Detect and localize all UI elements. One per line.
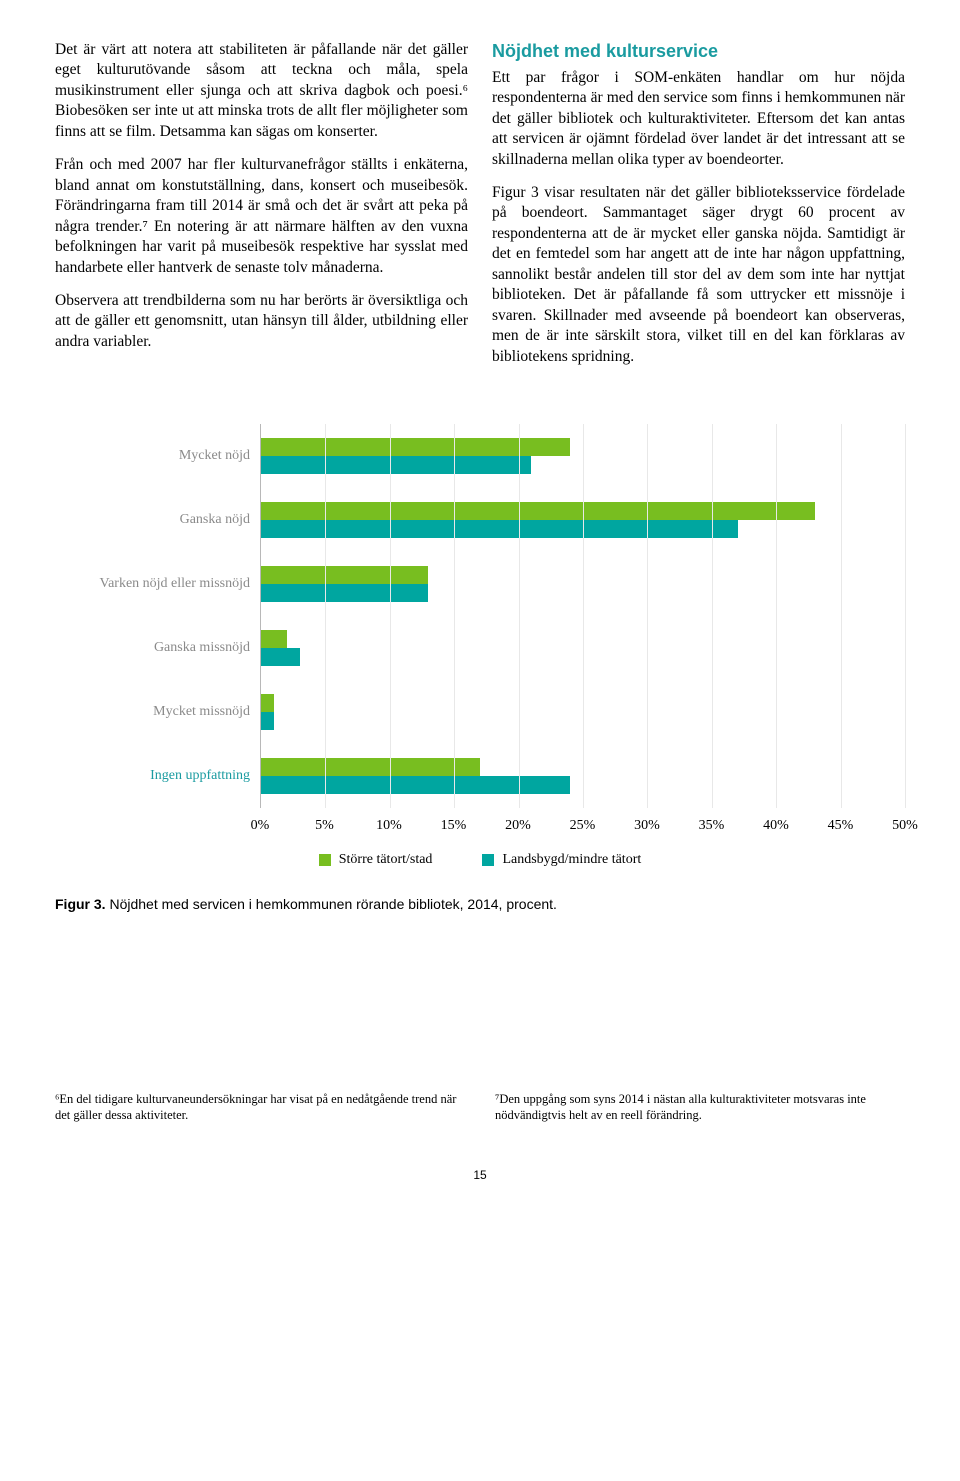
chart-category-labels: Mycket nöjd Ganska nöjd Varken nöjd eller … bbox=[55, 424, 260, 808]
x-tick-label: 25% bbox=[570, 818, 596, 834]
bar-series2 bbox=[261, 456, 531, 474]
bar-series2 bbox=[261, 648, 300, 666]
chart-category-label: Ingen uppfattning bbox=[150, 768, 250, 785]
chart-legend: Större tätort/stad Landsbygd/mindre täto… bbox=[55, 852, 905, 868]
figure-caption-text: Nöjdhet med servicen i hemkommunen röran… bbox=[106, 896, 557, 912]
bar-series1 bbox=[261, 438, 570, 456]
figure-caption: Figur 3. Nöjdhet med servicen i hemkommu… bbox=[55, 896, 905, 912]
x-tick-label: 10% bbox=[376, 818, 402, 834]
bar-series2 bbox=[261, 584, 428, 602]
bar-series2 bbox=[261, 520, 738, 538]
section-heading: Nöjdhet med kulturservice bbox=[492, 40, 905, 64]
legend-item-2: Landsbygd/mindre tätort bbox=[482, 852, 641, 868]
x-tick-label: 30% bbox=[634, 818, 660, 834]
x-tick-label: 0% bbox=[251, 818, 270, 834]
legend-swatch-1 bbox=[319, 854, 331, 866]
x-tick-label: 50% bbox=[892, 818, 918, 834]
chart-category-label: Mycket missnöjd bbox=[153, 704, 250, 721]
chart-plot-area bbox=[260, 424, 905, 808]
footnote-7: ⁷Den uppgång som syns 2014 i nästan alla… bbox=[495, 1092, 905, 1123]
bar-series1 bbox=[261, 694, 274, 712]
footnote-6: ⁶En del tidigare kulturvaneundersökninga… bbox=[55, 1092, 465, 1123]
left-column: Det är värt att notera att stabiliteten … bbox=[55, 40, 468, 380]
left-p3: Observera att trendbilderna som nu har b… bbox=[55, 291, 468, 352]
x-tick-label: 40% bbox=[763, 818, 789, 834]
footnotes: ⁶En del tidigare kulturvaneundersökninga… bbox=[55, 1092, 905, 1123]
legend-item-1: Större tätort/stad bbox=[319, 852, 433, 868]
x-tick-label: 45% bbox=[828, 818, 854, 834]
page-number: 15 bbox=[55, 1168, 905, 1182]
x-tick-label: 5% bbox=[315, 818, 334, 834]
two-column-text: Det är värt att notera att stabiliteten … bbox=[55, 40, 905, 380]
right-p2: Figur 3 visar resultaten när det gäller … bbox=[492, 183, 905, 367]
left-p2: Från och med 2007 har fler kulturvanefrå… bbox=[55, 155, 468, 278]
chart-x-axis: 0%5%10%15%20%25%30%35%40%45%50% bbox=[55, 816, 905, 838]
figure-caption-label: Figur 3. bbox=[55, 896, 106, 912]
chart-category-label: Mycket nöjd bbox=[179, 448, 250, 465]
right-p1: Ett par frågor i SOM-enkäten handlar om … bbox=[492, 68, 905, 170]
bar-series1 bbox=[261, 758, 480, 776]
bar-series1 bbox=[261, 566, 428, 584]
chart-category-label: Ganska missnöjd bbox=[154, 640, 250, 657]
x-tick-label: 20% bbox=[505, 818, 531, 834]
bar-chart: Mycket nöjd Ganska nöjd Varken nöjd eller … bbox=[55, 424, 905, 808]
x-tick-label: 15% bbox=[441, 818, 467, 834]
bar-series1 bbox=[261, 630, 287, 648]
legend-label-1: Större tätort/stad bbox=[339, 852, 433, 868]
bar-series1 bbox=[261, 502, 815, 520]
bar-series2 bbox=[261, 712, 274, 730]
x-tick-label: 35% bbox=[699, 818, 725, 834]
legend-label-2: Landsbygd/mindre tätort bbox=[502, 852, 641, 868]
bar-series2 bbox=[261, 776, 570, 794]
chart-category-label: Ganska nöjd bbox=[180, 512, 250, 529]
left-p1: Det är värt att notera att stabiliteten … bbox=[55, 40, 468, 142]
legend-swatch-2 bbox=[482, 854, 494, 866]
chart-category-label: Varken nöjd eller missnöjd bbox=[100, 576, 250, 593]
chart-x-ticks: 0%5%10%15%20%25%30%35%40%45%50% bbox=[260, 816, 905, 838]
right-column: Nöjdhet med kulturservice Ett par frågor… bbox=[492, 40, 905, 380]
